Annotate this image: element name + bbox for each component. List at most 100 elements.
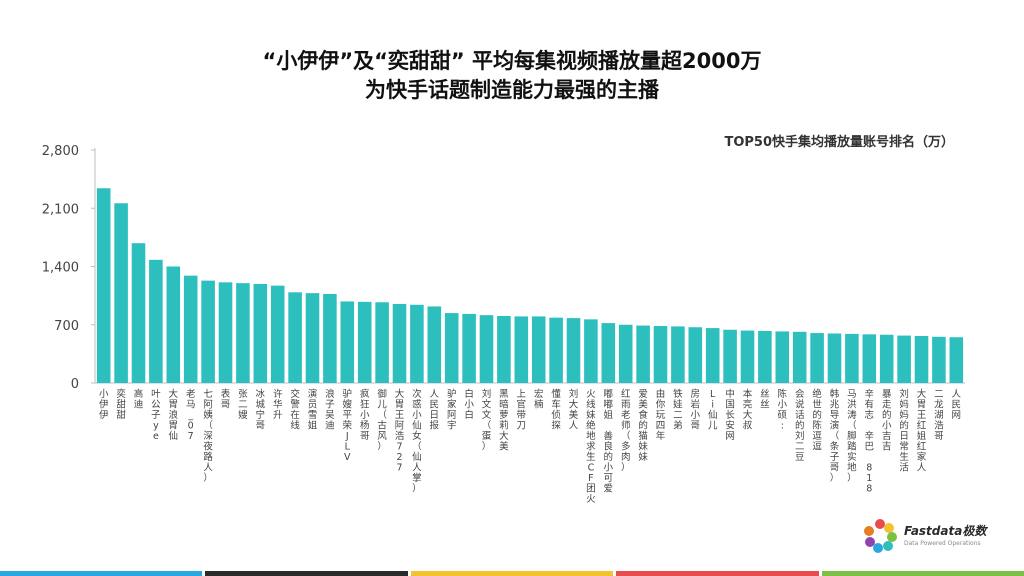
bar bbox=[827, 333, 842, 383]
x-tick-label: 次惑小仙女（仙人掌） bbox=[412, 388, 422, 495]
x-tick-label: 刘大美人 bbox=[569, 388, 579, 432]
bar bbox=[236, 283, 250, 383]
x-tick-label: 奕甜甜 bbox=[116, 388, 126, 421]
logo-tagline: Data Powered Operations bbox=[904, 540, 981, 547]
bar bbox=[705, 328, 720, 383]
bar bbox=[114, 203, 128, 383]
bar bbox=[932, 336, 946, 383]
x-tick-label: 大胃王红姐红家人 bbox=[917, 388, 927, 474]
bar bbox=[584, 319, 598, 383]
bar bbox=[131, 243, 146, 383]
bar bbox=[305, 293, 320, 383]
x-tick-label: 由你玩四年 bbox=[656, 388, 666, 442]
footer-bar-blue bbox=[0, 571, 203, 576]
x-tick-label: 冰城宁哥 bbox=[256, 388, 266, 432]
x-tick-label: 大胃浪胃仙 bbox=[169, 388, 179, 442]
footer-bar-red bbox=[616, 571, 819, 576]
x-tick-label: 红雨老师（多肉） bbox=[621, 388, 631, 474]
x-tick-label: 高迪 bbox=[134, 388, 144, 411]
bar bbox=[636, 325, 650, 383]
footer-color-bars bbox=[0, 571, 1024, 576]
bar bbox=[897, 335, 911, 383]
x-tick-label: 会说话的刘二豆 bbox=[795, 388, 805, 463]
x-tick-label: 疯狂小杨哥 bbox=[360, 388, 370, 442]
bar bbox=[444, 313, 459, 383]
x-tick-label: 大胃王阿浩 7 2 7 bbox=[395, 388, 405, 474]
x-tick-label: 黑暗萝莉大美 bbox=[499, 389, 509, 453]
bar bbox=[566, 318, 581, 383]
x-tick-label: 演员雪姐 bbox=[308, 388, 318, 432]
logo-name: Fastdata极数 bbox=[904, 524, 987, 538]
x-tick-label: 本亮大叔 bbox=[743, 388, 753, 432]
x-tick-label: 丝丝 bbox=[760, 388, 770, 411]
x-tick-label: 刘妈妈的日常生活 bbox=[899, 388, 909, 474]
fastdata-logo-icon bbox=[864, 519, 897, 553]
bar bbox=[218, 282, 233, 383]
footer-bar-black bbox=[205, 571, 408, 576]
bar bbox=[792, 331, 807, 383]
bar bbox=[375, 302, 389, 383]
x-tick-label: 陈小硕: bbox=[778, 388, 788, 432]
bar bbox=[653, 325, 668, 383]
page-title-line1: “小伊伊”及“奕甜甜” 平均每集视频播放量超2000万 bbox=[262, 49, 762, 73]
y-tick-label: 700 bbox=[54, 319, 79, 334]
bar bbox=[723, 329, 737, 383]
x-tick-label: 人民日报 bbox=[430, 389, 440, 432]
bar bbox=[288, 292, 302, 383]
bar bbox=[183, 275, 198, 383]
bar bbox=[497, 316, 511, 383]
bar bbox=[201, 280, 215, 383]
bar bbox=[340, 301, 355, 383]
x-tick-label: 爱美食的猫妹妹 bbox=[638, 388, 648, 463]
x-tick-label: 嘟嘟姐 善良的小可爱 bbox=[604, 388, 614, 495]
bar bbox=[427, 306, 442, 383]
footer-bar-yellow bbox=[410, 571, 614, 576]
bar bbox=[949, 337, 964, 383]
y-tick-label: 0 bbox=[71, 377, 79, 392]
x-tick-label: 暴走的小吉吉 bbox=[882, 389, 892, 453]
x-tick-label: 许华升 bbox=[273, 388, 283, 421]
x-tick-label: 二龙湖浩哥 bbox=[934, 389, 944, 442]
x-tick-label: 白小白 bbox=[464, 388, 474, 421]
x-tick-label: 宏楠 bbox=[534, 388, 544, 411]
x-tick-label: 御儿（古风） bbox=[377, 388, 387, 453]
bar bbox=[253, 283, 268, 383]
x-tick-label: 表哥 bbox=[221, 388, 231, 411]
x-tick-label: 浪子吴迪 bbox=[325, 388, 335, 432]
bar bbox=[740, 330, 755, 383]
x-tick-label: 老马_ 0 7 bbox=[186, 388, 196, 442]
x-tick-label: 上官带刀 bbox=[517, 389, 527, 432]
y-tick-label: 2,800 bbox=[42, 144, 79, 159]
x-tick-label: 张二嫂 bbox=[238, 389, 248, 421]
bar bbox=[270, 285, 285, 383]
x-tick-label: 韩兆导演（条子哥） bbox=[830, 388, 840, 484]
x-tick-label: 火线妹绝地求生 C F 团火 bbox=[586, 389, 596, 505]
x-tick-label: 刘文文（蛋） bbox=[482, 388, 492, 453]
bar bbox=[410, 304, 424, 383]
bar bbox=[323, 293, 337, 383]
x-tick-label: 马洪涛（脚踏实地） bbox=[847, 389, 857, 484]
bar bbox=[531, 316, 546, 383]
bar bbox=[775, 331, 790, 383]
bar bbox=[601, 323, 616, 383]
x-tick-label: 驴家阿宇 bbox=[447, 388, 457, 432]
x-tick-label: 绝世的陈逗逗 bbox=[812, 388, 822, 453]
page-title-line2: 为快手话题制造能力最强的主播 bbox=[365, 78, 659, 102]
x-tick-label: 房岩小哥 bbox=[691, 388, 701, 432]
bar bbox=[392, 303, 407, 383]
bar bbox=[149, 259, 163, 383]
bar bbox=[810, 333, 824, 383]
x-tick-label: 懂车侦探 bbox=[551, 388, 561, 432]
bar bbox=[96, 188, 111, 383]
bar bbox=[514, 316, 529, 383]
bar bbox=[462, 313, 476, 383]
y-tick-label: 1,400 bbox=[42, 261, 79, 276]
x-tick-label: 小伊伊 bbox=[99, 389, 109, 421]
bar bbox=[758, 330, 772, 383]
bar bbox=[671, 326, 685, 383]
y-tick-label: 2,100 bbox=[42, 202, 79, 217]
x-tick-label: 交警在线 bbox=[290, 388, 300, 432]
bar bbox=[549, 317, 563, 383]
